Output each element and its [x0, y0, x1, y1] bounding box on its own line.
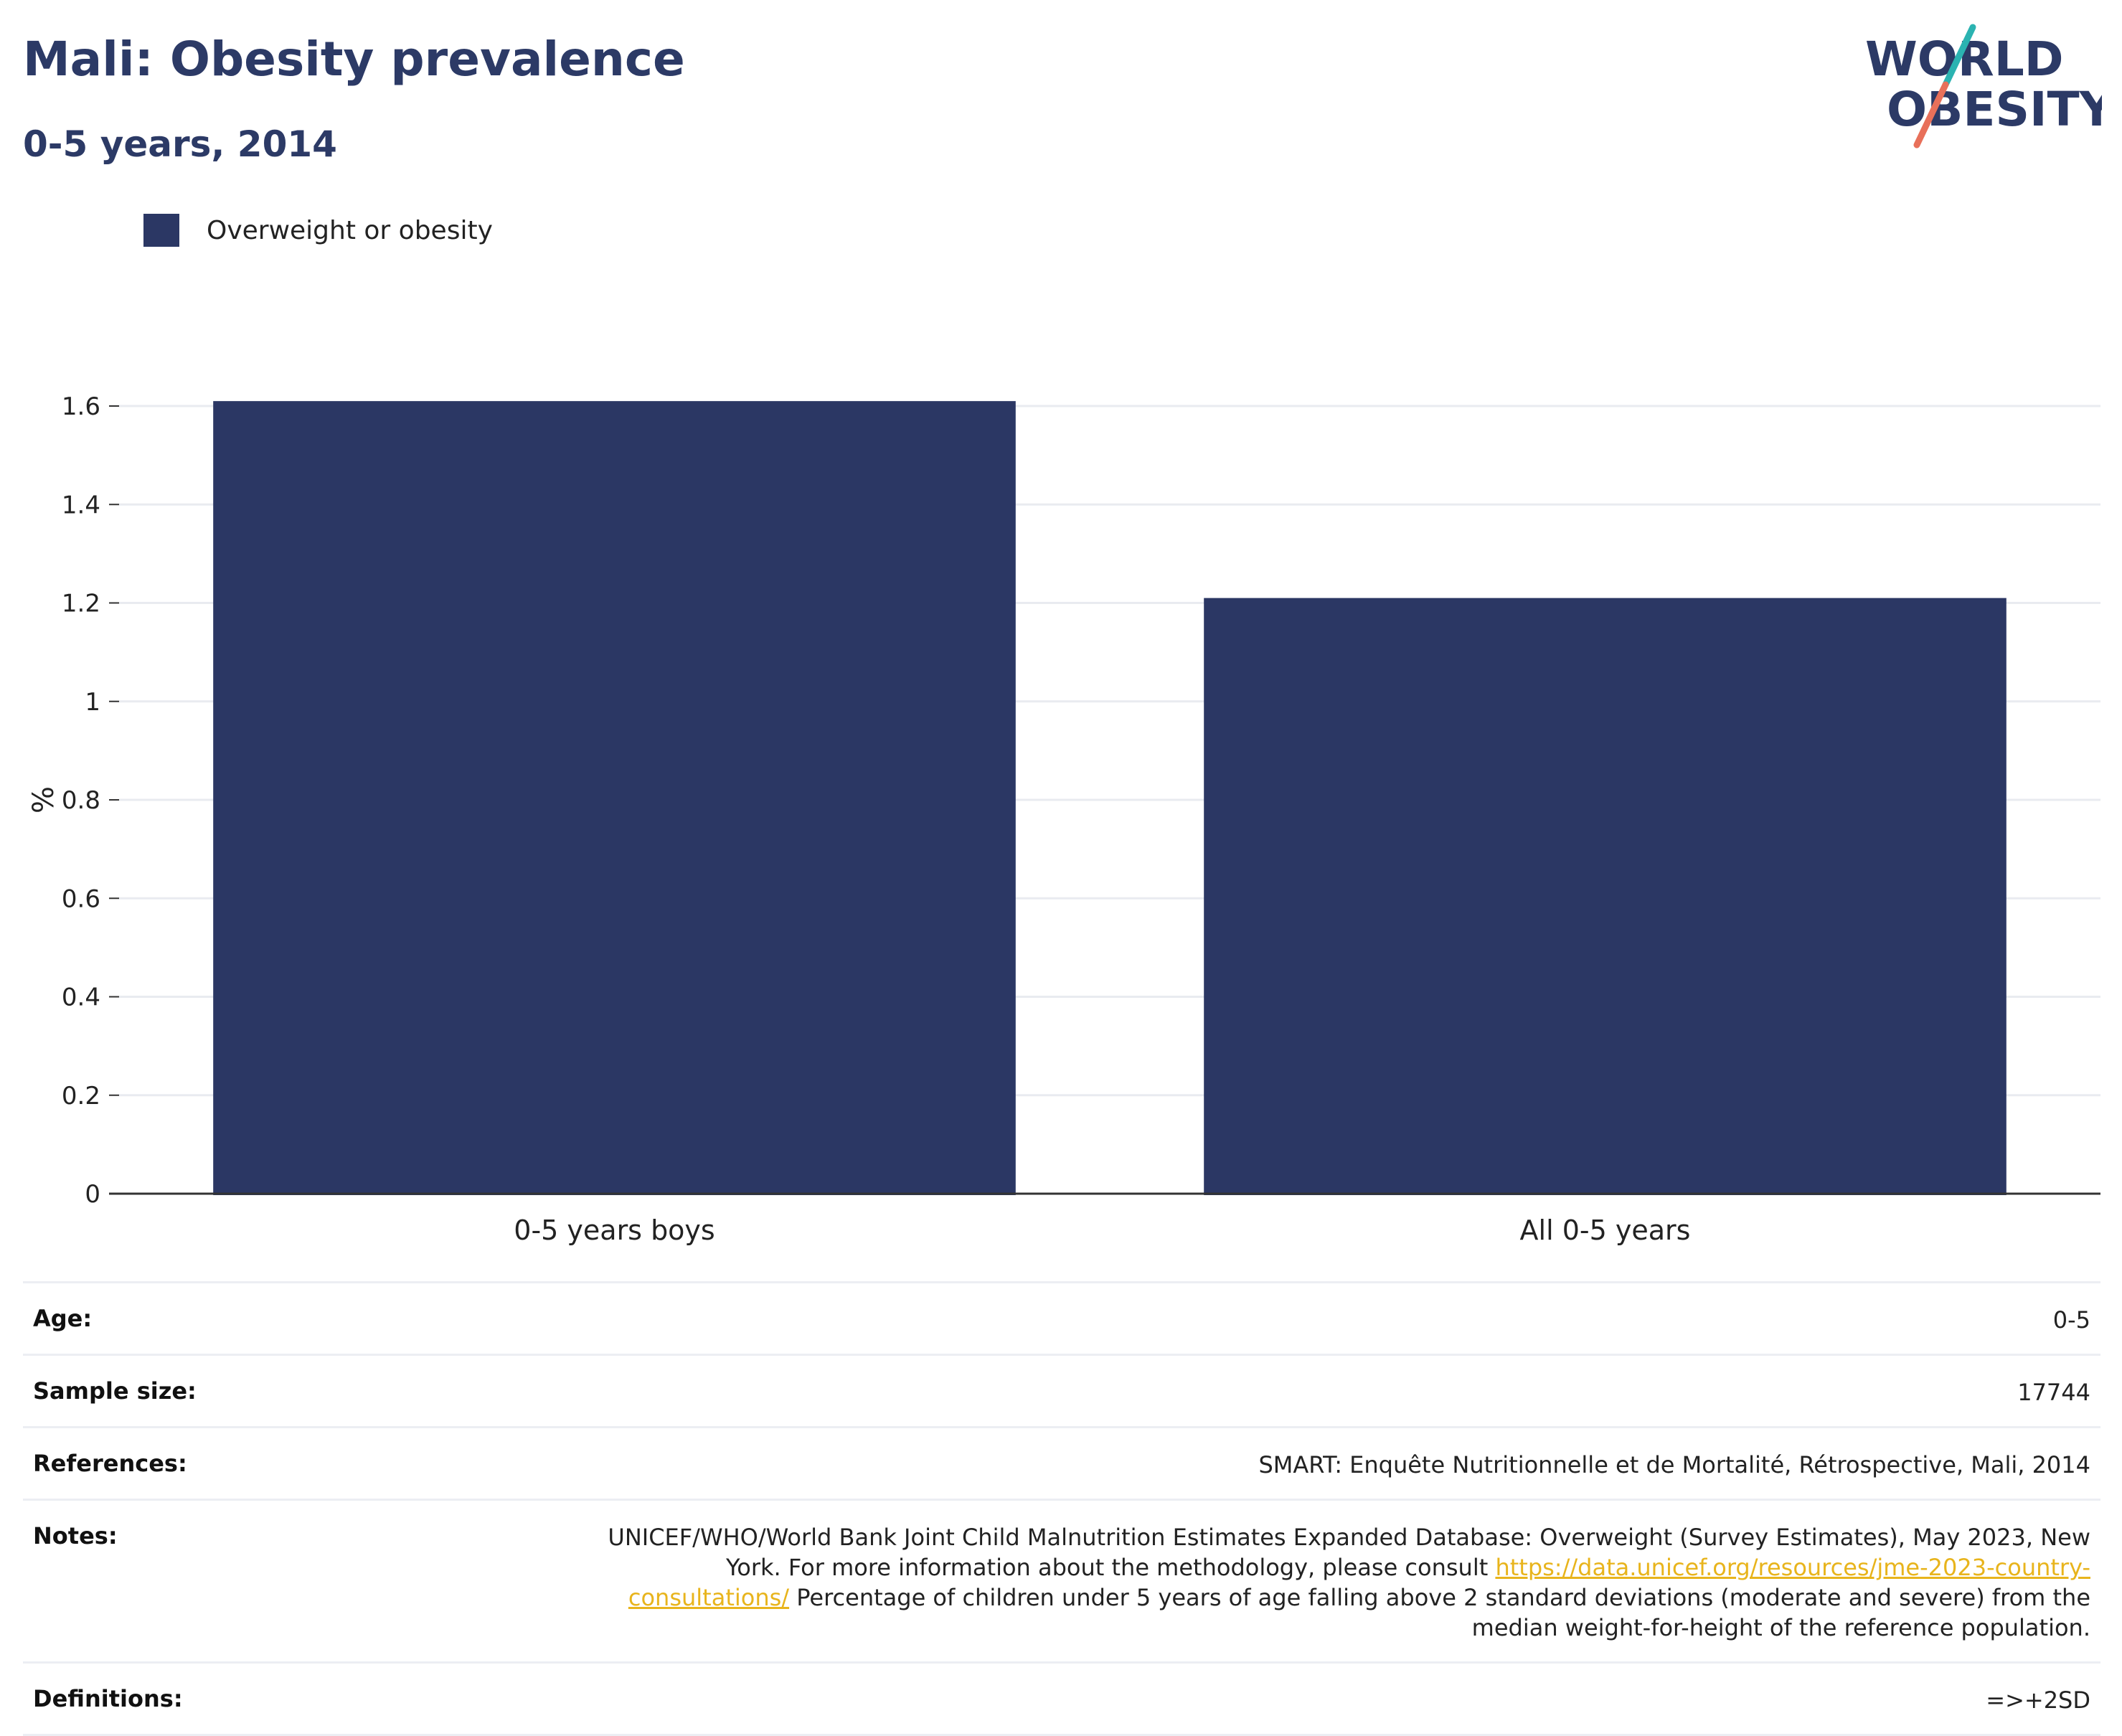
x-tick-label: 0-5 years boys [514, 1214, 715, 1246]
references-label: References: [33, 1450, 187, 1477]
bars [213, 401, 2007, 1196]
y-tick-label: 1.4 [62, 491, 100, 519]
logo-slash-bottom [1913, 81, 1949, 148]
bar-1[interactable] [1204, 598, 2007, 1195]
definitions-value: =>+2SD [1986, 1687, 2090, 1714]
y-tick-label: 1 [85, 688, 100, 717]
world-obesity-logo: WORLD OBESITY [1865, 24, 2102, 148]
notes-text-1: UNICEF/WHO/World Bank Joint Child Malnut… [608, 1524, 2090, 1581]
info-row-definitions: Definitions: =>+2SD [23, 1661, 2100, 1736]
age-label: Age: [33, 1305, 93, 1332]
notes-value: UNICEF/WHO/World Bank Joint Child Malnut… [570, 1522, 2090, 1643]
axes: 0 0.2 0.4 0.6 0.8 1 1.2 1.4 1.6 0-5 years boys All… [27, 392, 2100, 1246]
chart-title: Mali: Obesity prevalence [23, 32, 685, 87]
x-tick-label: All 0-5 years [1520, 1214, 1691, 1246]
info-row-notes: Notes: UNICEF/WHO/World Bank Joint Child… [23, 1499, 2100, 1661]
notes-label: Notes: [33, 1522, 118, 1549]
info-table: Age: 0-5 Sample size: 17744 References: … [23, 1281, 2100, 1736]
chart-subtitle: 0-5 years, 2014 [23, 123, 337, 165]
logo-slash-top [1942, 24, 1976, 88]
sample-size-label: Sample size: [33, 1377, 197, 1405]
bar-0[interactable] [213, 401, 1016, 1196]
bar-chart: 0 0.2 0.4 0.6 0.8 1 1.2 1.4 1.6 0-5 years boys All… [27, 392, 2100, 1246]
y-tick-label: 0.2 [62, 1082, 100, 1110]
y-tick-label: 0.4 [62, 983, 100, 1012]
y-tick-label: 0.8 [62, 786, 100, 815]
legend-swatch [143, 214, 179, 247]
definitions-label: Definitions: [33, 1685, 183, 1712]
y-tick-label: 0 [85, 1180, 100, 1209]
legend-label: Overweight or obesity [207, 215, 493, 245]
y-axis-label: % [27, 786, 60, 813]
age-value: 0-5 [2052, 1306, 2090, 1334]
info-row-references: References: SMART: Enquête Nutritionnell… [23, 1426, 2100, 1499]
info-row-sample-size: Sample size: 17744 [23, 1354, 2100, 1426]
info-row-age: Age: 0-5 [23, 1281, 2100, 1354]
references-value: SMART: Enquête Nutritionnelle et de Mort… [1258, 1451, 2090, 1478]
y-tick-label: 1.2 [62, 590, 100, 618]
legend[interactable]: Overweight or obesity [143, 214, 493, 247]
sample-size-value: 17744 [2017, 1379, 2090, 1406]
y-tick-label: 1.6 [62, 392, 100, 421]
notes-text-2: Percentage of children under 5 years of … [796, 1584, 2090, 1641]
y-tick-label: 0.6 [62, 884, 100, 913]
methodology-link[interactable]: https://data.unicef.org/resources/jme-20… [628, 1554, 2090, 1611]
